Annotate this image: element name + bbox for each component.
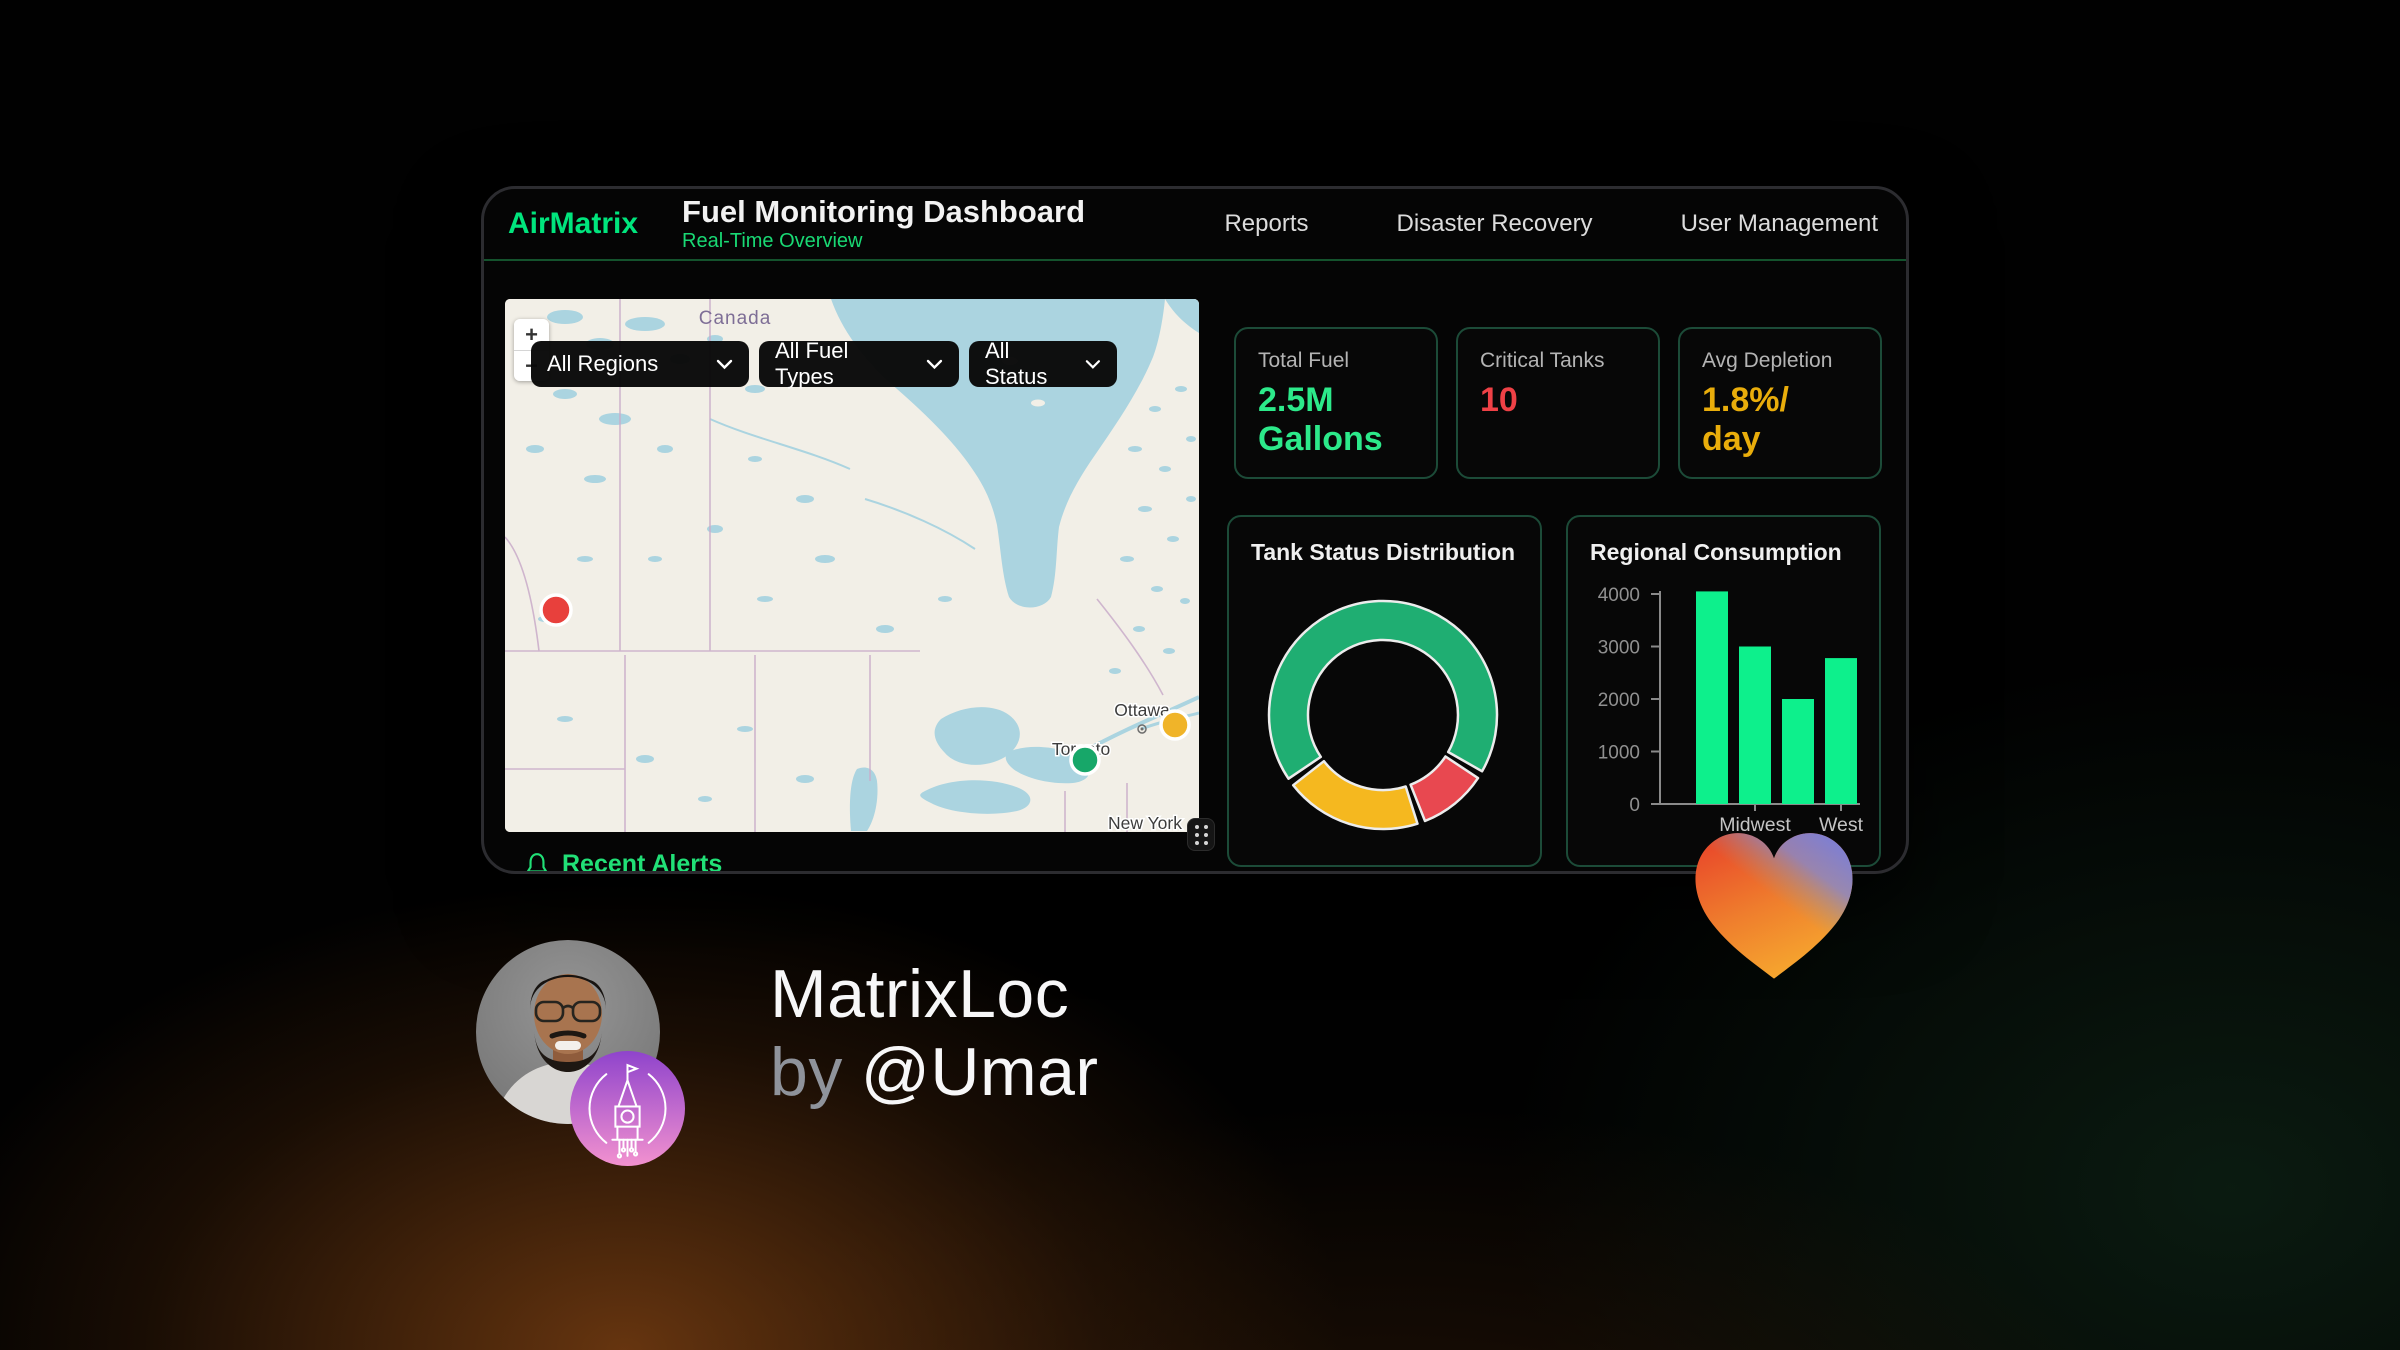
bar-0: [1696, 591, 1728, 804]
stat-card-total-fuel: Total Fuel 2.5M Gallons: [1234, 327, 1438, 479]
status-filter-value: All Status: [985, 338, 1048, 389]
stat-value: 1.8%/ day: [1702, 381, 1789, 459]
recent-alerts-heading: Recent Alerts: [524, 850, 723, 874]
chevron-down-icon: [1085, 359, 1101, 369]
y-tick-label: 3000: [1598, 638, 1640, 659]
bell-icon: [526, 852, 548, 871]
stat-label: Avg Depletion: [1702, 349, 1833, 372]
map-panel[interactable]: Canada Ottawa Toronto New York + −: [505, 299, 1199, 832]
tank-marker-critical[interactable]: [539, 593, 573, 627]
status-filter-select[interactable]: All Status: [969, 338, 1117, 389]
resize-handle[interactable]: [1187, 818, 1215, 851]
byline: by @Umar: [770, 1033, 1099, 1111]
donut-segment-warning: [1291, 759, 1419, 831]
stat-card-avg-depletion: Avg Depletion 1.8%/ day: [1678, 327, 1882, 479]
stat-value: 10: [1480, 381, 1518, 419]
dashboard-header: AirMatrix Fuel Monitoring Dashboard Real…: [484, 189, 1906, 261]
nav-disaster-recovery[interactable]: Disaster Recovery: [1396, 210, 1593, 237]
map-city-label-new-york: New York: [1108, 813, 1182, 832]
stat-card-critical-tanks: Critical Tanks 10: [1456, 327, 1660, 479]
dashboard-window: AirMatrix Fuel Monitoring Dashboard Real…: [481, 186, 1909, 874]
nav-user-management[interactable]: User Management: [1680, 210, 1878, 237]
y-tick-label: 0: [1629, 795, 1640, 816]
tank-status-card: Tank Status Distribution: [1227, 515, 1542, 867]
tank-status-donut: [1267, 599, 1499, 831]
y-tick-label: 4000: [1598, 585, 1640, 606]
author-handle: @Umar: [860, 1034, 1099, 1110]
donut-segment-critical: [1409, 755, 1480, 823]
map-filters: All Regions All Fuel Types All Status: [531, 338, 1117, 389]
page-subtitle: Real-Time Overview: [682, 230, 863, 253]
project-title: MatrixLoc: [770, 956, 1070, 1032]
donut-segment-normal: [1267, 599, 1499, 780]
regional-consumption-chart-title: Regional Consumption: [1590, 539, 1842, 565]
chevron-down-icon: [716, 359, 733, 369]
regional-consumption-card: Regional Consumption 0 1000 2000 3000 4000 Mi…: [1566, 515, 1881, 867]
ottawa-town-icon: [1137, 724, 1147, 734]
stat-label: Total Fuel: [1258, 349, 1350, 372]
page-title: Fuel Monitoring Dashboard: [682, 193, 1086, 229]
fuel-type-filter-select[interactable]: All Fuel Types: [759, 338, 959, 389]
bar-1: [1739, 646, 1771, 804]
regional-bar-svg: 0 1000 2000 3000 4000 Midwest West: [1598, 585, 1864, 836]
recent-alerts-title: Recent Alerts: [562, 850, 723, 874]
stat-label: Critical Tanks: [1480, 349, 1605, 372]
fuel-type-filter-value: All Fuel Types: [775, 338, 849, 389]
region-filter-value: All Regions: [547, 351, 659, 376]
stats-row: Total Fuel 2.5M Gallons Critical Tanks 1…: [1234, 327, 1882, 479]
byline-prefix: by: [770, 1034, 843, 1110]
caption-block: MatrixLoc by @Umar: [770, 955, 1099, 1111]
map-city-label-ottawa: Ottawa: [1114, 700, 1170, 720]
tank-marker-normal[interactable]: [1069, 744, 1101, 776]
y-tick-label: 2000: [1598, 690, 1640, 711]
bar-2: [1782, 699, 1814, 804]
chevron-down-icon: [926, 359, 943, 369]
map-country-label: Canada: [699, 308, 772, 329]
region-filter-select[interactable]: All Regions: [531, 341, 749, 387]
charts-row: Tank Status Distribution Regional Consum…: [1227, 515, 1881, 867]
main-nav: Reports Disaster Recovery User Managemen…: [1224, 210, 1878, 238]
stat-value: 2.5M Gallons: [1258, 381, 1383, 459]
map-rivers: [709, 418, 1199, 753]
x-tick-label: West: [1819, 814, 1864, 836]
y-tick-label: 1000: [1598, 743, 1640, 764]
tank-marker-warning[interactable]: [1159, 709, 1191, 741]
heart-icon: [1695, 833, 1853, 979]
map-great-lakes: [849, 707, 1090, 831]
map-water-corner: [1165, 299, 1199, 333]
nav-reports[interactable]: Reports: [1224, 210, 1309, 237]
tower-badge-logo: [570, 1051, 685, 1166]
tank-status-chart-title: Tank Status Distribution: [1251, 539, 1516, 565]
bar-3: [1825, 658, 1857, 804]
app-logo: AirMatrix: [508, 207, 639, 240]
x-tick-label: Midwest: [1719, 814, 1791, 836]
header-titles: Fuel Monitoring Dashboard Real-Time Over…: [682, 193, 1086, 253]
